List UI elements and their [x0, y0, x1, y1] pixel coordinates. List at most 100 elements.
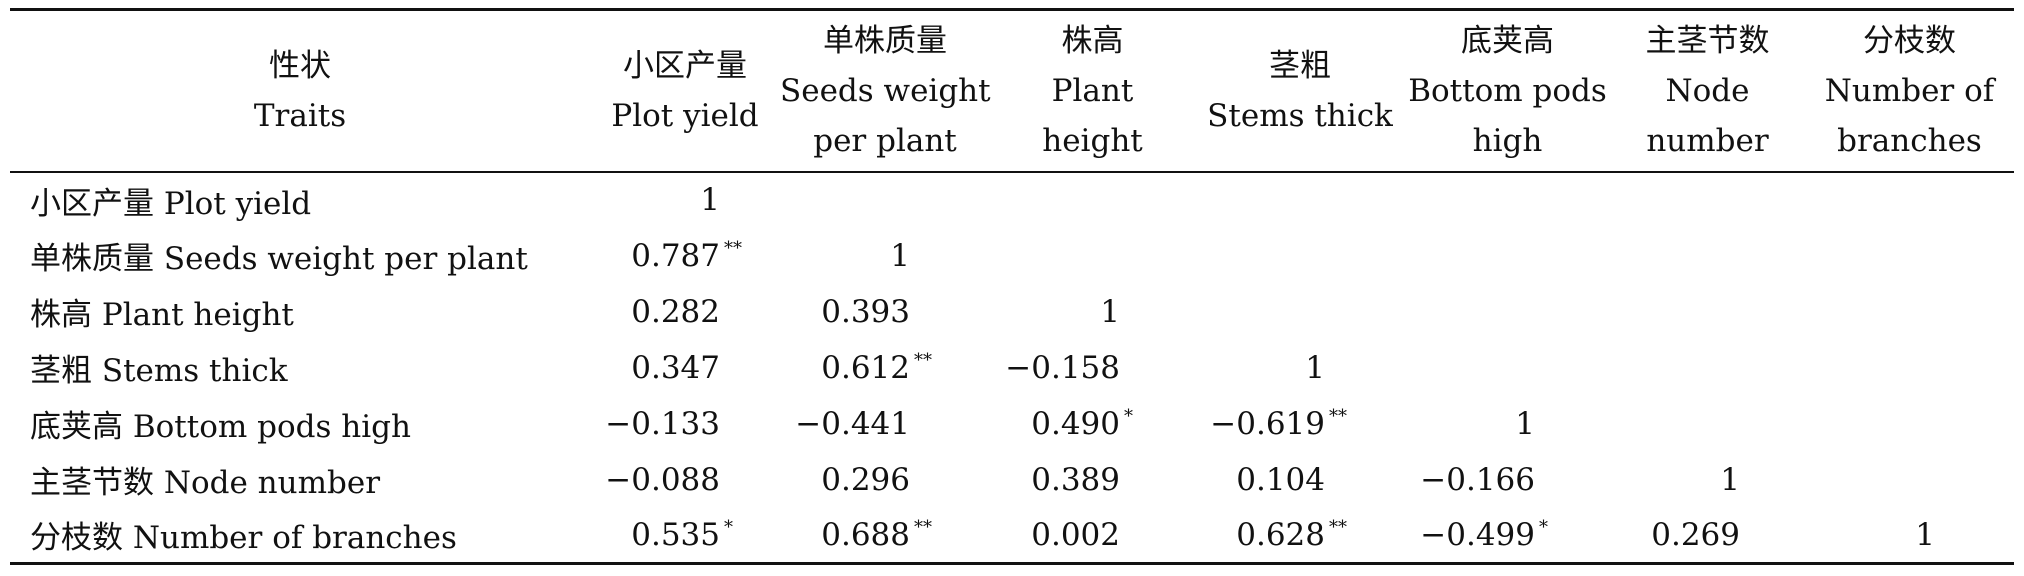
- header-zh: 小区产量: [623, 47, 747, 84]
- table-cell: 0.612 **: [780, 340, 990, 396]
- cell-value: 1: [1515, 405, 1535, 442]
- table-cell: [1805, 284, 2014, 340]
- table-cell: 1: [1405, 396, 1610, 452]
- significance-mark: **: [914, 350, 932, 372]
- cell-value: 0.787: [631, 237, 720, 274]
- header-en: per plant: [813, 122, 957, 159]
- table-cell: 0.002: [990, 507, 1195, 565]
- cell-value: 0.282: [631, 293, 720, 330]
- table-cell: 0.628 **: [1195, 507, 1405, 565]
- table-cell: 0.535 *: [590, 507, 780, 565]
- cell-value: 1: [1720, 461, 1740, 498]
- header-plant-height: 株高 Plant height: [990, 8, 1195, 173]
- header-traits-en: Traits: [253, 97, 347, 134]
- significance-mark: **: [1329, 517, 1347, 539]
- row-label: 底荚高 Bottom pods high: [30, 409, 411, 445]
- table-cell: [1405, 228, 1610, 284]
- header-en: high: [1472, 122, 1543, 159]
- header-traits-zh: 性状: [269, 47, 331, 84]
- significance-mark: *: [1539, 517, 1548, 539]
- cell-value: 0.688: [821, 516, 910, 553]
- header-zh: 主茎节数: [1645, 22, 1770, 59]
- table-cell: [1805, 452, 2014, 508]
- table-cell: [1805, 396, 2014, 452]
- table-row: 底荚高 Bottom pods high −0.133 −0.441 0.490 * −0…: [10, 396, 2014, 452]
- row-label: 株高 Plant height: [30, 297, 294, 333]
- table-cell: [1610, 340, 1805, 396]
- table-body: 小区产量 Plot yield 1 单株质量 Seeds weight per pl…: [10, 172, 2014, 565]
- table-cell: [780, 172, 990, 228]
- table-row: 小区产量 Plot yield 1: [10, 172, 2014, 228]
- table-cell: [1610, 172, 1805, 228]
- table-cell: [1805, 172, 2014, 228]
- header-en: number: [1646, 122, 1769, 159]
- table-cell: 1: [1195, 340, 1405, 396]
- header-en: Plot yield: [611, 97, 759, 134]
- header-en: Bottom pods: [1408, 72, 1607, 109]
- table-cell: [1405, 340, 1610, 396]
- table-cell: −0.133: [590, 396, 780, 452]
- header-plot-yield: 小区产量 Plot yield: [590, 8, 780, 173]
- cell-value: 1: [1915, 516, 1935, 553]
- significance-mark: *: [1124, 406, 1133, 428]
- header-zh: 茎粗: [1269, 47, 1331, 84]
- row-label: 小区产量 Plot yield: [30, 185, 312, 222]
- cell-value: 1: [1305, 349, 1325, 386]
- table-cell: 0.347: [590, 340, 780, 396]
- row-label: 茎粗 Stems thick: [30, 353, 288, 389]
- table-cell: −0.499 *: [1405, 507, 1610, 565]
- table-cell: 1: [780, 228, 990, 284]
- cell-value: 0.389: [1031, 461, 1120, 498]
- table-cell: 0.787 **: [590, 228, 780, 284]
- table-row: 分枝数 Number of branches 0.535 * 0.688 ** 0.002…: [10, 507, 2014, 565]
- header-zh: 单株质量: [823, 22, 947, 59]
- row-label: 主茎节数 Node number: [30, 465, 381, 501]
- header-number-of-branches: 分枝数 Number of branches: [1805, 8, 2014, 173]
- cell-value: 1: [890, 237, 910, 274]
- header-traits: 性状 Traits: [10, 8, 590, 173]
- table-cell: 1: [1610, 452, 1805, 508]
- header-row: 性状 Traits 小区产量 Plot yield 单株质量 Seeds wei…: [10, 8, 2014, 173]
- significance-mark: **: [1329, 406, 1347, 428]
- table-cell: 0.282: [590, 284, 780, 340]
- header-en: Stems thick: [1207, 97, 1393, 134]
- table-cell: [990, 228, 1195, 284]
- table-cell: [1805, 340, 2014, 396]
- table-cell: [1610, 228, 1805, 284]
- table-cell: [1195, 228, 1405, 284]
- table-cell: [990, 172, 1195, 228]
- cell-value: 1: [1100, 293, 1120, 330]
- header-en: Seeds weight: [780, 72, 991, 109]
- table-cell: −0.088: [590, 452, 780, 508]
- cell-value: 0.002: [1031, 516, 1120, 553]
- table-cell: 1: [590, 172, 780, 228]
- table-cell: 1: [1805, 507, 2014, 565]
- table-cell: [1195, 172, 1405, 228]
- header-seeds-weight: 单株质量 Seeds weight per plant: [780, 8, 991, 173]
- table-cell: [1805, 228, 2014, 284]
- table-cell: 1: [990, 284, 1195, 340]
- header-en: Number of: [1824, 72, 1995, 109]
- table-cell: −0.619 **: [1195, 396, 1405, 452]
- header-bottom-pods-high: 底荚高 Bottom pods high: [1405, 8, 1610, 173]
- cell-value: −0.166: [1420, 461, 1535, 498]
- cell-value: 0.535: [631, 516, 720, 553]
- header-zh: 株高: [1061, 22, 1124, 59]
- table-row: 株高 Plant height 0.282 0.393 1: [10, 284, 2014, 340]
- cell-value: 0.612: [821, 349, 910, 386]
- table-header: 性状 Traits 小区产量 Plot yield 单株质量 Seeds wei…: [10, 8, 2014, 173]
- cell-value: 1: [700, 182, 720, 218]
- correlation-table: 性状 Traits 小区产量 Plot yield 单株质量 Seeds wei…: [10, 8, 2014, 565]
- correlation-table-container: 性状 Traits 小区产量 Plot yield 单株质量 Seeds wei…: [10, 8, 2014, 565]
- table-cell: [1195, 284, 1405, 340]
- cell-value: 0.104: [1236, 461, 1325, 498]
- header-stems-thick: 茎粗 Stems thick: [1195, 8, 1405, 173]
- table-cell: [1405, 172, 1610, 228]
- table-row: 单株质量 Seeds weight per plant 0.787 ** 1: [10, 228, 2014, 284]
- table-cell: 0.393: [780, 284, 990, 340]
- cell-value: −0.499: [1420, 516, 1535, 553]
- table-cell: 0.389: [990, 452, 1195, 508]
- header-zh: 底荚高: [1461, 22, 1554, 59]
- header-en: height: [1042, 122, 1143, 159]
- table-cell: −0.441: [780, 396, 990, 452]
